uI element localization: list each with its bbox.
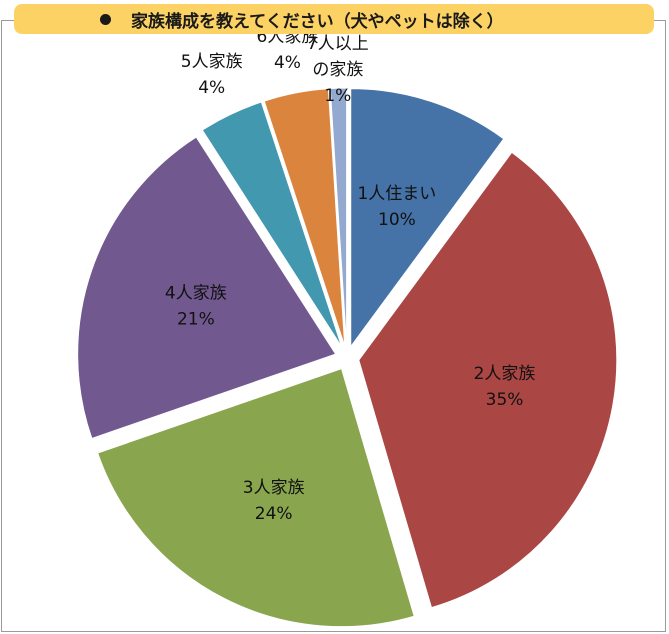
slice-name-2: 2人家族: [474, 364, 536, 384]
pie-slice-6: [263, 88, 346, 347]
slice-name-7: 7人以上: [307, 34, 369, 54]
slice-percent-3: 24%: [255, 504, 293, 524]
title-bar: 家族構成を教えてください（犬やペットは除く）: [14, 4, 654, 34]
slice-percent-1: 10%: [378, 210, 416, 230]
slice-percent-5: 4%: [198, 78, 225, 98]
slice-label-1: 1人住まい 10%: [357, 184, 436, 230]
slice-percent-6: 4%: [274, 53, 301, 73]
slice-name-5: 5人家族: [181, 52, 243, 72]
slice-label-5: 5人家族 4%: [181, 52, 243, 98]
slice-percent-7: 1%: [324, 86, 351, 106]
chart-title: 家族構成を教えてください（犬やペットは除く）: [131, 11, 504, 32]
pie-slice-7: [329, 87, 348, 347]
bullet-icon: [100, 13, 111, 25]
pie-slice-1: [350, 88, 505, 349]
pie-slice-5: [201, 101, 343, 348]
slice-label-7: 7人以上の家族 1%: [307, 34, 369, 106]
slice-name-7: の家族: [312, 60, 363, 80]
pie-slice-2: [358, 151, 618, 609]
slice-label-4: 4人家族 21%: [165, 284, 227, 330]
slice-name-1: 1人住まい: [357, 184, 436, 204]
pie-slice-4: [77, 136, 337, 440]
slice-name-3: 3人家族: [243, 478, 305, 498]
slice-label-3: 3人家族 24%: [243, 478, 305, 524]
slice-percent-4: 21%: [177, 310, 215, 330]
slice-percent-2: 35%: [486, 390, 524, 410]
pie-slice-3: [97, 368, 415, 628]
slice-name-4: 4人家族: [165, 284, 227, 304]
slice-label-2: 2人家族 35%: [474, 364, 536, 410]
